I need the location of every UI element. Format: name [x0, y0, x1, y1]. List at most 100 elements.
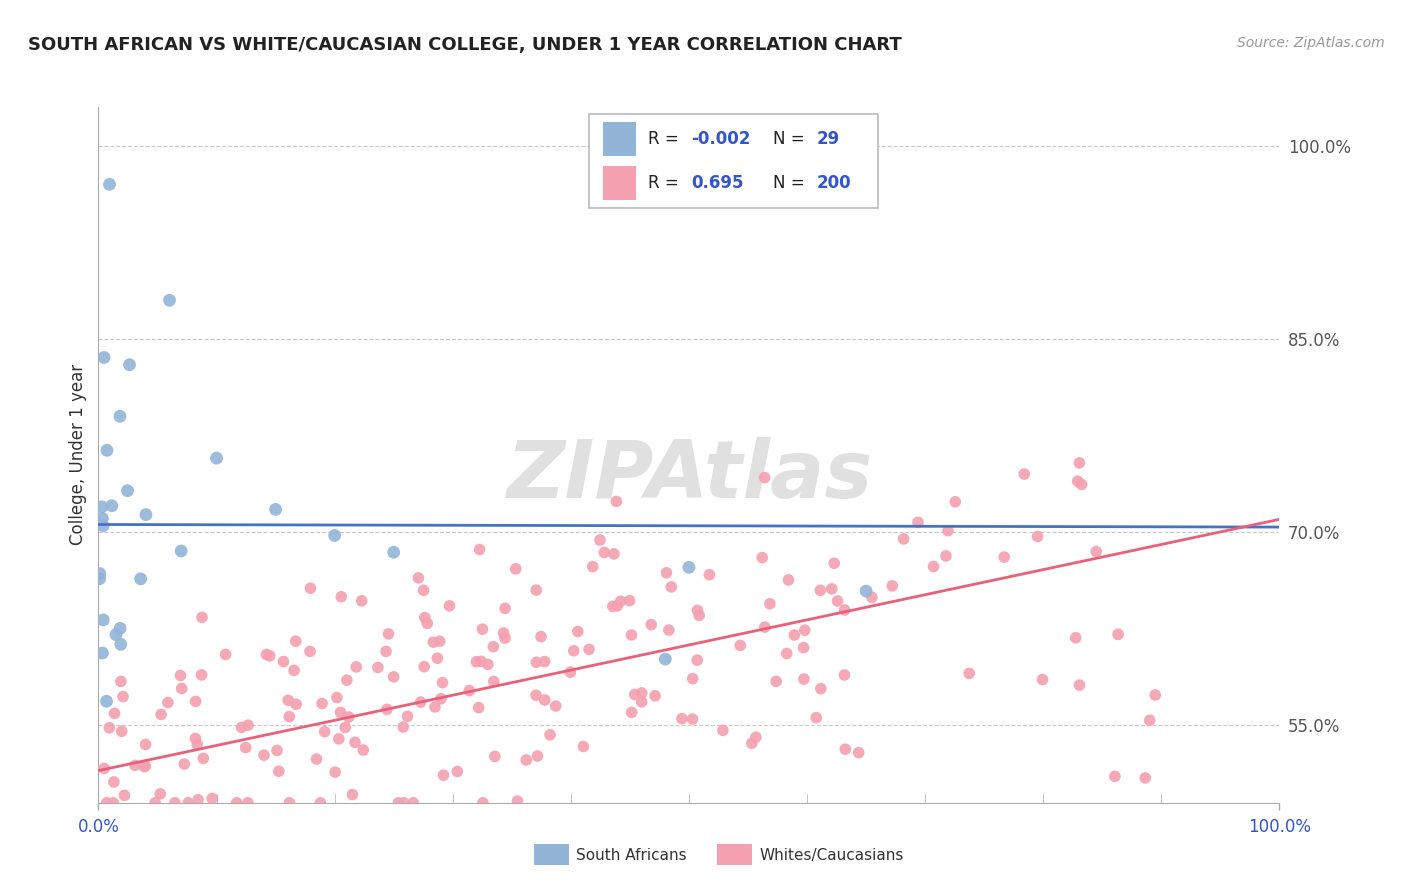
Point [603, 547, 626, 561]
Point [1031, 673, 1053, 687]
Point [91, 500, 114, 514]
Point [644, 689, 666, 703]
Point [560, 665, 582, 680]
Point [314, 724, 336, 739]
Y-axis label: College, Under 1 year: College, Under 1 year [69, 364, 87, 546]
Point [776, 647, 799, 661]
Point [754, 620, 776, 634]
Point [323, 528, 346, 542]
FancyBboxPatch shape [589, 114, 877, 208]
Point [620, 628, 643, 642]
Bar [603, 166, 636, 200]
Point [382, 670, 405, 684]
Point [606, 599, 628, 613]
Point [922, 559, 945, 574]
Point [402, 796, 425, 810]
Point [110, 674, 132, 689]
Point [408, 571, 430, 585]
Point [834, 603, 856, 617]
Point [1209, 802, 1232, 816]
Point [422, 635, 444, 649]
Point [623, 688, 645, 702]
Point [751, 550, 773, 565]
Point [336, 673, 359, 688]
Point [567, 624, 589, 639]
Point [350, 594, 373, 608]
Point [309, 796, 332, 810]
Point [382, 545, 405, 559]
Point [482, 640, 505, 654]
Point [492, 626, 515, 640]
Point [582, 559, 605, 574]
Point [821, 582, 844, 596]
Point [432, 768, 454, 782]
Point [266, 743, 288, 757]
Point [658, 623, 681, 637]
Point [135, 508, 157, 522]
Point [494, 631, 516, 645]
Point [89, 566, 111, 581]
Point [267, 764, 290, 779]
Point [619, 593, 641, 607]
Point [335, 721, 357, 735]
Point [93, 761, 115, 775]
Point [538, 728, 561, 742]
Point [235, 740, 257, 755]
Point [471, 796, 494, 810]
Point [682, 672, 704, 686]
Point [793, 624, 815, 638]
Point [515, 753, 537, 767]
Point [283, 664, 305, 678]
Point [1107, 627, 1129, 641]
Point [506, 794, 529, 808]
Bar [603, 122, 636, 156]
Point [783, 628, 806, 642]
Point [285, 698, 308, 712]
Point [467, 700, 489, 714]
Point [654, 652, 676, 666]
Point [494, 601, 516, 615]
Point [112, 690, 135, 704]
Point [96, 796, 118, 810]
Point [278, 709, 301, 723]
Text: R =: R = [648, 174, 683, 192]
Point [150, 707, 173, 722]
Point [671, 712, 693, 726]
Point [337, 710, 360, 724]
Point [1026, 529, 1049, 543]
Point [741, 736, 763, 750]
Text: 29: 29 [817, 130, 839, 148]
Point [524, 583, 547, 598]
Point [1070, 477, 1092, 491]
Text: N =: N = [773, 130, 810, 148]
Point [413, 610, 436, 624]
Point [413, 659, 436, 673]
Point [572, 739, 595, 754]
Point [765, 674, 787, 689]
Point [169, 668, 191, 682]
Point [201, 791, 224, 805]
Point [253, 748, 276, 763]
Point [893, 532, 915, 546]
Point [477, 657, 499, 672]
Point [225, 796, 247, 810]
Text: SOUTH AFRICAN VS WHITE/CAUCASIAN COLLEGE, UNDER 1 YEAR CORRELATION CHART: SOUTH AFRICAN VS WHITE/CAUCASIAN COLLEGE… [28, 36, 901, 54]
Point [562, 644, 585, 658]
Point [860, 591, 883, 605]
Point [446, 764, 468, 779]
Point [111, 724, 134, 739]
Point [117, 483, 139, 498]
Point [605, 494, 627, 508]
Point [524, 688, 547, 702]
Point [231, 721, 253, 735]
Point [173, 757, 195, 772]
Point [834, 668, 856, 682]
Point [278, 796, 301, 810]
Point [186, 737, 208, 751]
Point [578, 642, 600, 657]
Text: ZIPAtlas: ZIPAtlas [506, 437, 872, 515]
Point [277, 693, 299, 707]
Text: Source: ZipAtlas.com: Source: ZipAtlas.com [1237, 36, 1385, 50]
Point [118, 358, 141, 372]
Point [299, 581, 322, 595]
